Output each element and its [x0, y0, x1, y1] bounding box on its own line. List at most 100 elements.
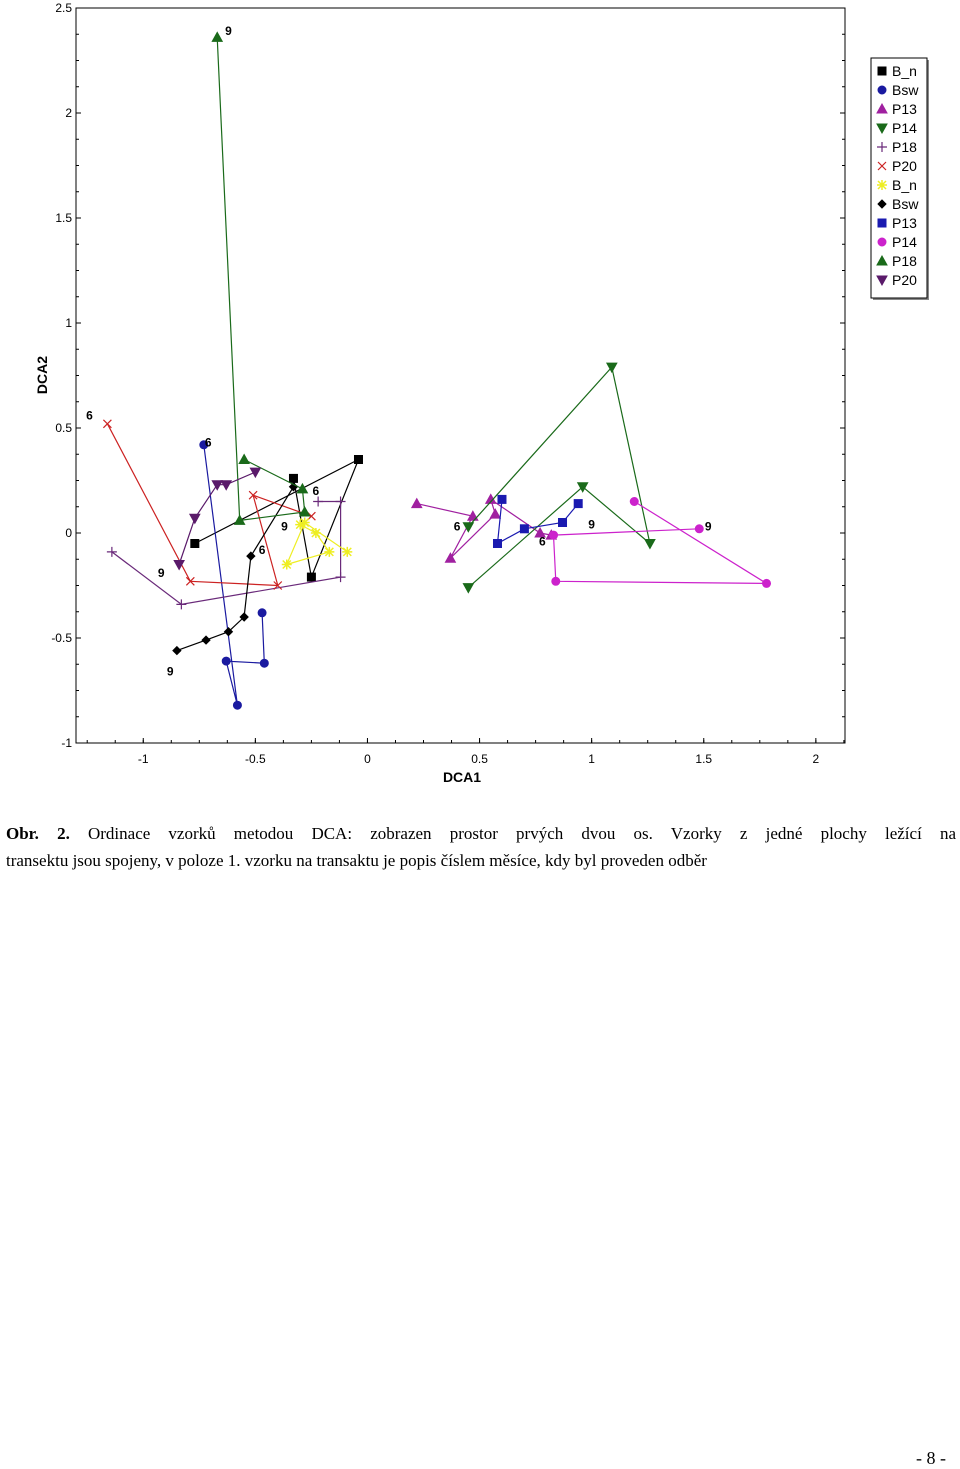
series-1-bsw: 6 [199, 436, 269, 710]
x-tick-label: 2 [813, 752, 820, 766]
plot-frame [75, 7, 846, 744]
month-label: 9 [158, 566, 165, 580]
legend-label: Bsw [892, 82, 919, 98]
data-point [694, 524, 704, 534]
month-label: 9 [167, 665, 174, 679]
data-point [259, 658, 269, 668]
data-point [489, 508, 502, 519]
legend-label: P18 [892, 253, 917, 269]
data-point [295, 519, 306, 530]
data-point [644, 539, 656, 550]
legend-label: P20 [892, 272, 917, 288]
data-point [306, 572, 316, 582]
month-label: 9 [588, 518, 595, 532]
month-label: 9 [225, 24, 232, 38]
x-tick-label: 1 [588, 752, 595, 766]
data-point [410, 497, 423, 509]
data-point [444, 552, 457, 563]
data-point [519, 524, 529, 534]
y-tick-label: -0.5 [51, 631, 72, 645]
data-point [576, 482, 589, 493]
legend-label: P20 [892, 158, 917, 174]
y-tick-label: 1.5 [55, 211, 72, 225]
series-7-bsw: 96 [167, 482, 299, 679]
data-point [288, 473, 298, 483]
data-point [558, 518, 568, 527]
series-line [176, 486, 295, 652]
series-10-p18: 96 [211, 24, 320, 525]
legend-marker [877, 180, 887, 190]
series-6-b-n: 9 [281, 517, 353, 570]
month-label: 6 [205, 436, 212, 450]
data-point [497, 494, 507, 504]
legend-marker [876, 123, 888, 135]
data-point [201, 635, 211, 645]
data-point [176, 599, 187, 610]
series-line [416, 497, 552, 559]
month-label: 9 [705, 520, 712, 534]
series-line [194, 458, 360, 580]
legend-label: P13 [892, 101, 917, 117]
series-11-p20 [173, 467, 262, 571]
legend-label: P13 [892, 215, 917, 231]
legend-marker [876, 254, 888, 266]
y-axis-title: DCA2 [34, 356, 50, 394]
x-tick-label: 1.5 [695, 752, 712, 766]
x-tick-label: 0.5 [471, 752, 488, 766]
data-point [232, 700, 242, 710]
series-5-p20: 6 [86, 408, 316, 590]
data-point [605, 362, 618, 374]
data-point [299, 517, 310, 528]
data-point [239, 612, 249, 622]
data-point [173, 560, 185, 571]
y-tick-label: 0.5 [55, 421, 72, 435]
legend-marker [877, 237, 887, 247]
data-point [221, 656, 231, 666]
series-8-p13: 6 [492, 494, 583, 548]
month-label: 6 [313, 484, 320, 498]
data-point [492, 539, 502, 548]
data-point [211, 480, 224, 491]
data-point [313, 496, 324, 507]
data-point [310, 528, 321, 538]
legend-label: P14 [892, 120, 917, 136]
legend-marker [876, 275, 888, 287]
data-point [248, 490, 258, 500]
data-point [296, 482, 309, 494]
data-point [199, 440, 209, 450]
legend-label: B_n [892, 177, 917, 193]
month-label: 6 [539, 534, 546, 548]
data-point [762, 578, 772, 588]
data-point [188, 513, 201, 525]
data-point [549, 530, 559, 540]
legend-label: P18 [892, 139, 917, 155]
data-point [257, 608, 267, 618]
month-label: 6 [259, 543, 266, 557]
data-point [534, 526, 546, 538]
y-tick-label: -1 [61, 736, 72, 750]
data-point [273, 581, 283, 590]
data-point [551, 576, 561, 586]
data-point [462, 583, 475, 594]
legend-marker [877, 85, 887, 95]
data-point [324, 546, 335, 557]
data-point [462, 522, 475, 533]
dca-ordination-chart: -1 -0.5 0 0.5 1 1.5 2 2.5 -1 -0.5 0 0.5 1 1.5 2 DCA1 DCA… [34, 1, 929, 785]
legend-marker [877, 142, 887, 152]
series-line [111, 500, 342, 606]
legend-marker [877, 66, 887, 76]
y-tick-label: 2 [65, 106, 72, 120]
figure-caption: Obr. 2. Ordinace vzorků metodou DCA: zob… [6, 820, 956, 874]
legend-marker [877, 199, 887, 209]
legend-marker [877, 218, 887, 228]
page-number: - 8 - [916, 1448, 946, 1468]
data-point [353, 455, 363, 464]
series-9-p14: 9 [549, 497, 772, 588]
month-label: 9 [281, 520, 288, 534]
data-point [298, 505, 311, 517]
caption-line-1: Ordinace vzorků metodou DCA: zobrazen pr… [87, 824, 957, 843]
y-tick-label: 2.5 [55, 1, 72, 15]
data-point [466, 510, 479, 521]
x-axis-title: DCA1 [443, 769, 481, 785]
series-0-b-n [190, 455, 363, 582]
